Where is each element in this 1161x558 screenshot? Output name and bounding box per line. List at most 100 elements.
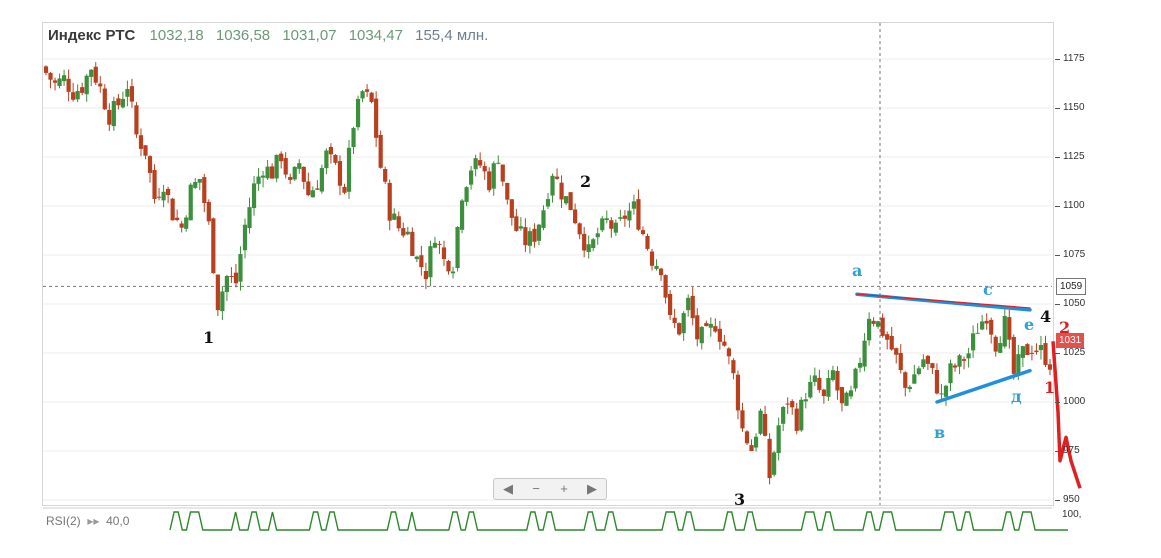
candle-body [939, 393, 944, 395]
candle-body [147, 156, 153, 173]
candle-body [459, 200, 465, 230]
scroll-right-button[interactable]: ▶ [587, 481, 597, 496]
candle-body [604, 218, 609, 220]
candle-body [658, 268, 664, 276]
candle-body [600, 218, 605, 231]
candle-body [369, 92, 374, 102]
projection-line [1051, 341, 1082, 489]
candle-body [668, 294, 673, 315]
candle-body [582, 233, 587, 251]
candle-body [401, 228, 406, 236]
candle-body [699, 326, 704, 344]
candle-body [197, 178, 202, 183]
candle-body [595, 233, 600, 238]
candle-body [523, 227, 528, 246]
scroll-left-button[interactable]: ◀ [503, 481, 513, 496]
candle-body [980, 321, 985, 330]
close-value: 1034,47 [348, 27, 403, 44]
candle-body [57, 78, 62, 87]
candle-body [107, 109, 112, 125]
candle-body [211, 218, 216, 274]
y-tick-label: 1150 [1063, 102, 1085, 113]
candle-body [1029, 352, 1035, 354]
chart-header: Индекс РТС 1032,18 1036,58 1031,07 1034,… [48, 27, 488, 44]
candle-body [735, 374, 741, 411]
candle-body [170, 198, 175, 221]
candle-body [948, 363, 953, 384]
candle-body [75, 90, 80, 100]
trend-line-blue [935, 368, 1032, 404]
zoom-in-button[interactable]: + [560, 481, 568, 496]
candle-body [143, 145, 148, 156]
candle-body [1025, 344, 1030, 356]
candle-body [220, 291, 225, 312]
candle-body [862, 340, 867, 367]
price-chart-area[interactable] [42, 22, 1054, 506]
candle-body [43, 66, 49, 73]
y-tick-label: 1125 [1063, 151, 1085, 162]
candle-body [1043, 343, 1048, 365]
candle-body [342, 186, 347, 193]
candle-body [61, 75, 67, 82]
candle-body [229, 276, 234, 278]
candle-body [383, 169, 388, 182]
candle-body [622, 215, 627, 219]
price-axis: 1175 1150 1125 1100 1075 1050 1025 1000 975 950 [1055, 22, 1095, 522]
candle-body [762, 413, 768, 436]
last-price-tag: 1031 [1056, 333, 1085, 349]
y-tick-mark [1055, 255, 1060, 256]
candle-body [351, 128, 356, 148]
candle-body [903, 372, 908, 388]
candle-body [292, 166, 297, 180]
candle-body [297, 163, 302, 169]
y-tick-mark [1055, 402, 1060, 403]
candle-body [631, 201, 637, 209]
y-tick-label: 1075 [1063, 249, 1086, 260]
candle-body [206, 201, 211, 222]
candle-body [835, 370, 840, 391]
y-tick-label: 1025 [1063, 347, 1086, 358]
wave-label-10: 1 [1044, 378, 1055, 397]
candle-body [175, 217, 180, 220]
candle-body [184, 217, 189, 229]
candle-body [794, 408, 799, 431]
candle-body [989, 319, 994, 335]
candle-body [627, 210, 632, 221]
candle-body [80, 87, 85, 93]
candle-body [392, 213, 397, 220]
candle-body [179, 223, 184, 228]
candle-body [871, 320, 876, 324]
candle-body [704, 323, 709, 327]
candle-body [238, 254, 243, 282]
candle-body [116, 98, 121, 106]
zoom-out-button[interactable]: − [532, 481, 540, 496]
candle-body [120, 98, 125, 108]
candle-body [315, 188, 320, 190]
y-tick-label: 975 [1063, 445, 1080, 456]
candle-body [215, 274, 220, 311]
high-value: 1036,58 [215, 27, 271, 44]
candle-body [102, 88, 107, 110]
y-tick-mark [1055, 500, 1060, 501]
candle-body [111, 101, 116, 127]
open-value: 1032,18 [149, 27, 204, 44]
wave-label-6: в [934, 423, 945, 442]
rsi-label: RSI(2) ▸▸ 40,0 [46, 514, 129, 528]
rsi-value: 40,0 [106, 514, 130, 528]
candle-body [441, 247, 447, 260]
candle-body [364, 89, 370, 92]
candle-body [803, 399, 808, 402]
candle-body [957, 355, 962, 367]
candle-body [1002, 316, 1007, 347]
candle-body [975, 332, 980, 334]
candle-body [270, 166, 275, 179]
candle-body [636, 199, 641, 230]
candle-body [536, 224, 542, 241]
candle-body [509, 199, 514, 218]
candle-body [785, 403, 790, 405]
candle-body [482, 166, 487, 172]
candle-body [830, 370, 836, 380]
candle-body [301, 166, 306, 182]
candle-body [387, 182, 392, 221]
candle-body [907, 386, 912, 390]
